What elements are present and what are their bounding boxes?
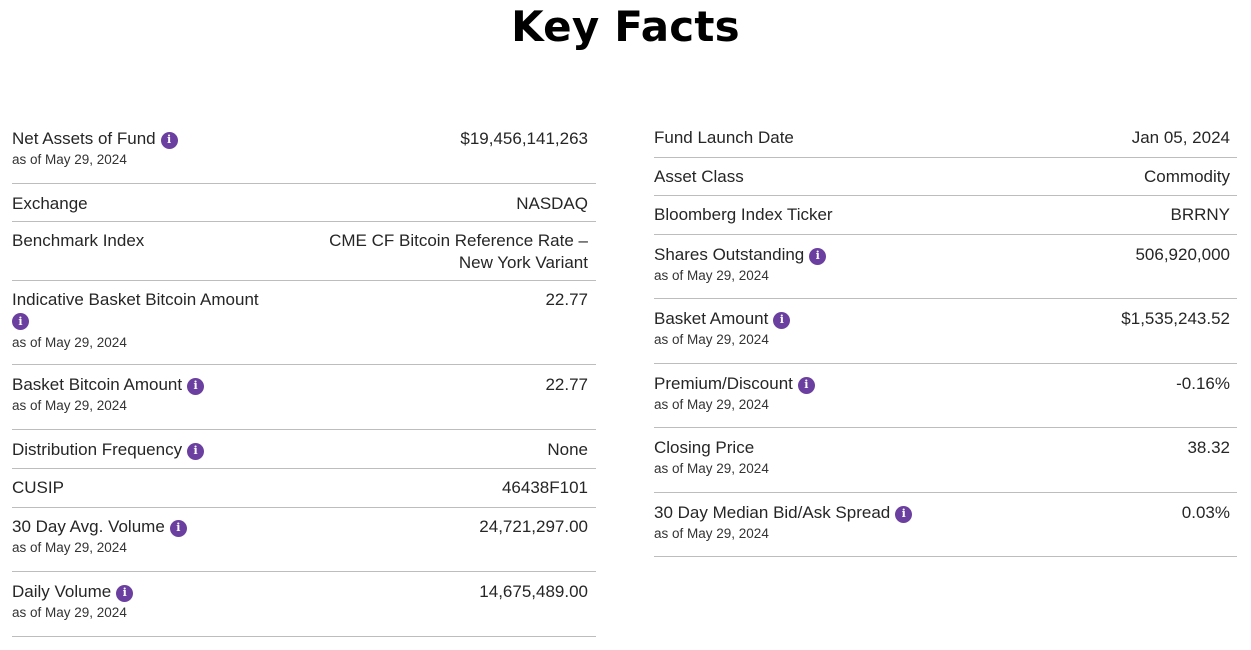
- fact-row-net-assets: Net Assets of Fund i as of May 29, 2024 $…: [12, 118, 596, 184]
- fact-row-fund-launch-date: Fund Launch Date Jan 05, 2024: [654, 118, 1237, 158]
- as-of-date: as of May 29, 2024: [12, 335, 127, 350]
- as-of-date: as of May 29, 2024: [12, 152, 127, 167]
- info-icon[interactable]: i: [773, 311, 791, 329]
- fact-row-closing-price: Closing Price as of May 29, 2024 38.32: [654, 428, 1237, 493]
- fact-row-premium-discount: Premium/Discount i as of May 29, 2024 -0.…: [654, 364, 1237, 428]
- fact-row-benchmark-index: Benchmark Index CME CF Bitcoin Reference…: [12, 222, 596, 281]
- fact-row-30-day-avg-volume: 30 Day Avg. Volume i as of May 29, 2024 2…: [12, 508, 596, 572]
- fact-row-exchange: Exchange NASDAQ: [12, 184, 596, 222]
- fact-value: 506,920,000: [1135, 245, 1230, 264]
- fact-value: $19,456,141,263: [460, 129, 588, 148]
- fact-row-bloomberg-index-ticker: Bloomberg Index Ticker BRRNY: [654, 196, 1237, 235]
- info-icon[interactable]: i: [797, 376, 815, 394]
- info-icon[interactable]: i: [187, 377, 205, 395]
- fact-label: Benchmark Index: [12, 231, 145, 250]
- fact-label: 30 Day Median Bid/Ask Spread: [654, 503, 891, 522]
- fact-label: Daily Volume: [12, 582, 112, 601]
- info-icon[interactable]: i: [187, 442, 205, 460]
- fact-label: Premium/Discount: [654, 374, 793, 393]
- fact-label: Bloomberg Index Ticker: [654, 205, 833, 224]
- info-icon[interactable]: i: [895, 505, 913, 523]
- info-icon[interactable]: i: [169, 519, 187, 537]
- as-of-date: as of May 29, 2024: [12, 540, 127, 555]
- key-facts-right-column: Fund Launch Date Jan 05, 2024 Asset Clas…: [654, 118, 1237, 557]
- fact-value-line-2: New York Variant: [458, 253, 588, 272]
- fact-value: Commodity: [1144, 167, 1230, 186]
- fact-label: CUSIP: [12, 478, 64, 497]
- fact-row-cusip: CUSIP 46438F101: [12, 469, 596, 508]
- fact-row-asset-class: Asset Class Commodity: [654, 158, 1237, 196]
- as-of-date: as of May 29, 2024: [12, 398, 127, 413]
- fact-value: 22.77: [545, 375, 588, 394]
- as-of-date: as of May 29, 2024: [654, 268, 769, 283]
- info-icon[interactable]: i: [160, 131, 178, 149]
- fact-label: Indicative Basket Bitcoin Amount: [12, 290, 259, 309]
- fact-label: Asset Class: [654, 167, 744, 186]
- fact-value: NASDAQ: [516, 194, 588, 213]
- key-facts-left-column: Net Assets of Fund i as of May 29, 2024 $…: [12, 118, 596, 637]
- fact-value: Jan 05, 2024: [1131, 128, 1230, 147]
- fact-value: 38.32: [1187, 438, 1230, 457]
- fact-label: 30 Day Avg. Volume: [12, 517, 165, 536]
- fact-label: Basket Amount: [654, 309, 769, 328]
- info-icon[interactable]: i: [809, 247, 827, 265]
- fact-row-shares-outstanding: Shares Outstanding i as of May 29, 2024 5…: [654, 235, 1237, 299]
- info-icon[interactable]: i: [12, 313, 29, 330]
- page-title: Key Facts: [511, 2, 740, 51]
- info-icon[interactable]: i: [116, 584, 134, 602]
- fact-label: Net Assets of Fund: [12, 129, 156, 148]
- fact-label: Fund Launch Date: [654, 128, 794, 147]
- as-of-date: as of May 29, 2024: [654, 526, 769, 541]
- fact-label: Exchange: [12, 194, 88, 213]
- fact-row-indicative-basket-bitcoin-amount: Indicative Basket Bitcoin Amount i as of…: [12, 281, 596, 365]
- fact-row-basket-bitcoin-amount: Basket Bitcoin Amount i as of May 29, 202…: [12, 365, 596, 430]
- fact-value: 0.03%: [1181, 503, 1230, 522]
- fact-value: CME CF Bitcoin Reference Rate –: [329, 231, 588, 250]
- fact-row-daily-volume: Daily Volume i as of May 29, 2024 14,675,…: [12, 572, 596, 637]
- fact-row-distribution-frequency: Distribution Frequency i None: [12, 430, 596, 469]
- fact-value: 22.77: [545, 290, 588, 309]
- fact-row-30-day-median-bid-ask-spread: 30 Day Median Bid/Ask Spread i as of May …: [654, 493, 1237, 557]
- fact-value: None: [547, 440, 588, 459]
- fact-value: 24,721,297.00: [479, 517, 588, 536]
- as-of-date: as of May 29, 2024: [654, 332, 769, 347]
- fact-label: Closing Price: [654, 438, 755, 457]
- fact-row-basket-amount: Basket Amount i as of May 29, 2024 $1,535…: [654, 299, 1237, 364]
- fact-label: Basket Bitcoin Amount: [12, 375, 183, 394]
- fact-value: $1,535,243.52: [1121, 309, 1230, 328]
- as-of-date: as of May 29, 2024: [12, 605, 127, 620]
- fact-value: BRRNY: [1170, 205, 1230, 224]
- as-of-date: as of May 29, 2024: [654, 461, 769, 476]
- fact-value: 14,675,489.00: [479, 582, 588, 601]
- fact-value: -0.16%: [1176, 374, 1230, 393]
- as-of-date: as of May 29, 2024: [654, 397, 769, 412]
- fact-label: Shares Outstanding: [654, 245, 805, 264]
- fact-label: Distribution Frequency: [12, 440, 183, 459]
- fact-value: 46438F101: [501, 478, 588, 497]
